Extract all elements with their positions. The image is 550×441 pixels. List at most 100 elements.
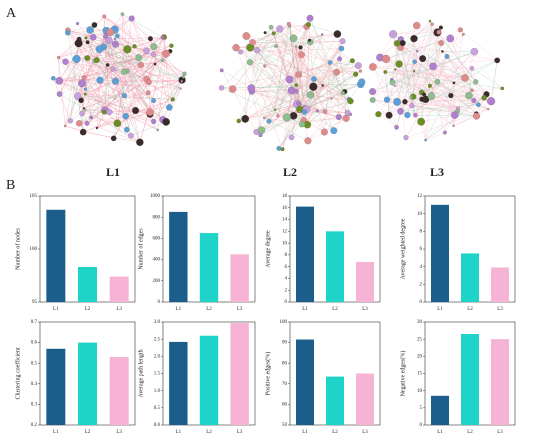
network-node (298, 110, 301, 113)
x-tick-label: L1 (437, 430, 443, 435)
network-edge (457, 100, 474, 109)
network-node (427, 92, 436, 100)
network-node (218, 85, 225, 91)
y-axis-label: Number of edges (137, 228, 144, 270)
network-edge (301, 58, 340, 125)
network-edge (322, 62, 331, 86)
network-edge (288, 23, 359, 66)
network-node (393, 98, 401, 106)
network-node (135, 54, 143, 61)
network-node (487, 108, 490, 111)
network-edge (400, 104, 479, 112)
network-node (137, 61, 145, 69)
network-edge (165, 88, 181, 122)
network-edge (378, 114, 397, 128)
network-node (470, 88, 474, 93)
network-edge (425, 132, 445, 141)
network-edge (415, 32, 439, 116)
network-edge (278, 108, 306, 149)
network-edge (65, 68, 114, 127)
network-node (340, 90, 345, 96)
network (51, 12, 187, 147)
bar (326, 231, 344, 302)
network-node (132, 44, 137, 49)
network-node (403, 135, 409, 141)
network-node (242, 32, 251, 40)
network-edge (105, 35, 154, 122)
y-tick-label: 0.4 (31, 382, 38, 387)
network-edge (81, 37, 94, 114)
network-edge (89, 29, 147, 80)
y-tick-label: 16 (282, 206, 288, 211)
network-edge (236, 46, 297, 48)
x-tick-label: L2 (467, 430, 473, 435)
network-edge (372, 66, 388, 100)
y-tick-label: 25 (417, 337, 423, 342)
network-edge (425, 43, 442, 141)
network-edge (99, 79, 125, 96)
network-node (383, 70, 388, 74)
x-tick-label: L2 (206, 307, 212, 312)
network-node (263, 116, 266, 120)
network-edge (307, 91, 345, 141)
network-edge (306, 26, 353, 61)
panel-label: A (6, 6, 17, 21)
network-edge (393, 27, 441, 35)
network-node (67, 118, 73, 124)
y-tick-label: 60 (282, 403, 288, 408)
network-edge (261, 100, 351, 131)
network-node (228, 85, 237, 93)
network-edge (395, 69, 492, 102)
network-edge (407, 60, 498, 116)
network-node (438, 40, 444, 46)
network-node (422, 92, 427, 97)
network-node (381, 54, 391, 63)
y-tick-label: 10 (282, 241, 288, 246)
network-node (146, 108, 154, 117)
network-edge (59, 73, 185, 81)
y-tick-label: 10 (417, 212, 423, 217)
network-edge (274, 48, 342, 110)
network-node (161, 49, 170, 58)
network-edge (490, 60, 498, 102)
y-tick-label: 14 (282, 218, 288, 223)
bar (230, 254, 249, 302)
network-node (470, 47, 479, 56)
network-node (330, 127, 338, 135)
network-edge (148, 79, 183, 94)
x-tick-label: L2 (85, 307, 91, 312)
y-axis-label: Number of nodes (14, 228, 21, 270)
network-node (57, 55, 61, 60)
network-node (145, 90, 151, 96)
network-edge (385, 58, 390, 116)
network-node (369, 63, 377, 71)
network-node (76, 21, 80, 26)
network-edge (372, 99, 407, 138)
y-tick-label: 70 (282, 382, 288, 387)
network-node (294, 45, 298, 48)
network-edge (413, 32, 438, 39)
network-edge (296, 84, 347, 119)
network-edge (324, 84, 361, 133)
y-tick-label: 0.5 (31, 361, 38, 366)
y-tick-label: 2 (420, 282, 423, 287)
network-node (487, 97, 496, 106)
bar (491, 267, 509, 302)
network-node (311, 76, 317, 82)
network-edge (250, 47, 348, 113)
bar (169, 341, 188, 425)
network-node (83, 87, 87, 91)
x-tick-label: L2 (332, 430, 338, 435)
y-tick-label: 80 (282, 361, 288, 366)
network-edge (291, 26, 307, 91)
bar (46, 348, 66, 425)
network-node (442, 130, 447, 135)
network-edge (87, 42, 95, 61)
network-edge (96, 112, 151, 129)
network-node (169, 43, 174, 48)
x-tick-label: L3 (116, 430, 122, 435)
network-edge (293, 18, 311, 39)
network-edge (425, 51, 475, 100)
network-edge (251, 84, 361, 92)
network-edge (86, 35, 106, 59)
